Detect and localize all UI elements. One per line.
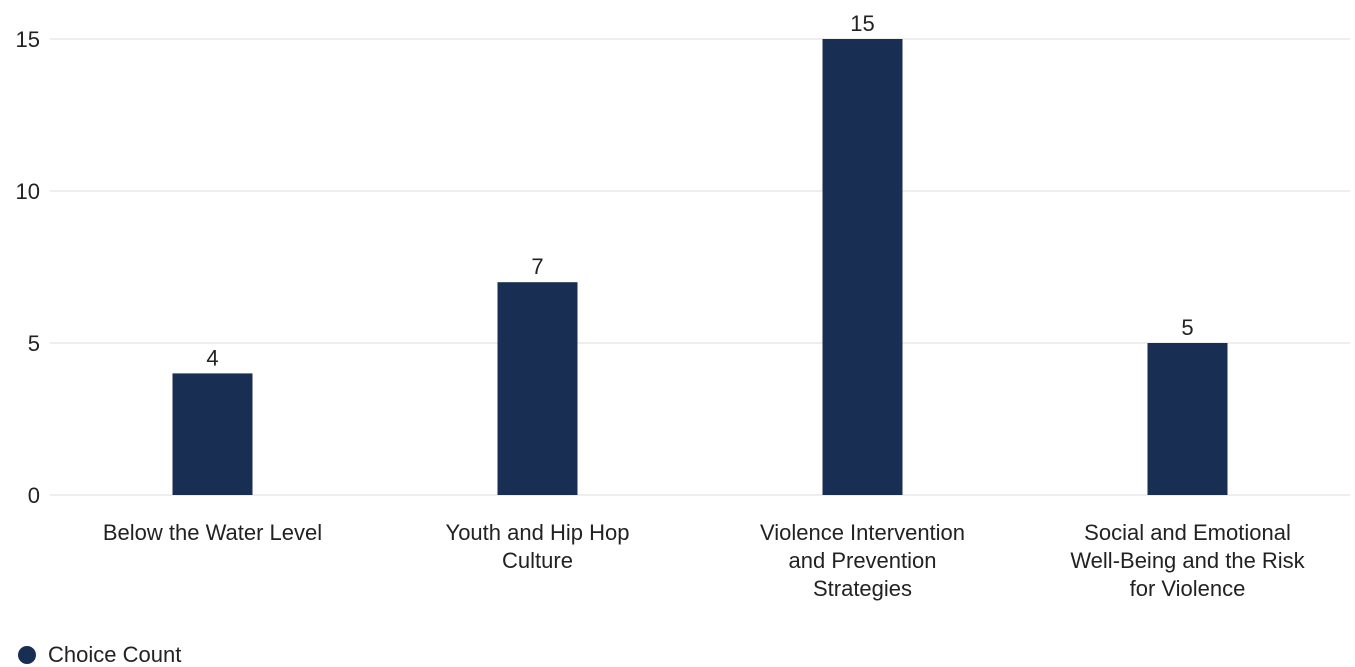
legend: Choice Count [18, 644, 181, 666]
y-tick-label: 0 [28, 483, 40, 508]
data-label: 15 [850, 11, 874, 36]
bars [172, 39, 1228, 495]
x-axis-labels: Below the Water Level Youth and Hip Hop Cu… [103, 520, 1306, 601]
y-axis-ticks: 0 5 10 15 [16, 27, 40, 508]
y-tick-label: 5 [28, 331, 40, 356]
bar [1147, 343, 1228, 495]
bar-chart: 0 5 10 15 4 7 15 5 Below the Water Level Youth … [16, 11, 1350, 601]
data-label: 5 [1181, 315, 1193, 340]
x-tick-label: Youth and Hip Hop Culture [446, 520, 630, 573]
y-tick-label: 10 [16, 179, 40, 204]
data-label: 7 [531, 254, 543, 279]
x-tick-label: Social and Emotional Well-Being and the R… [1070, 520, 1305, 601]
x-tick-label: Below the Water Level [103, 520, 322, 545]
gridlines [50, 38, 1350, 496]
data-labels: 4 7 15 5 [206, 11, 1193, 370]
legend-label: Choice Count [48, 642, 182, 667]
bar [172, 373, 253, 495]
data-label: 4 [206, 345, 218, 370]
x-tick-label: Violence Intervention and Prevention Strat… [760, 520, 965, 601]
legend-marker [18, 646, 36, 664]
bar [822, 39, 903, 495]
bar [497, 282, 578, 495]
y-tick-label: 15 [16, 27, 40, 52]
